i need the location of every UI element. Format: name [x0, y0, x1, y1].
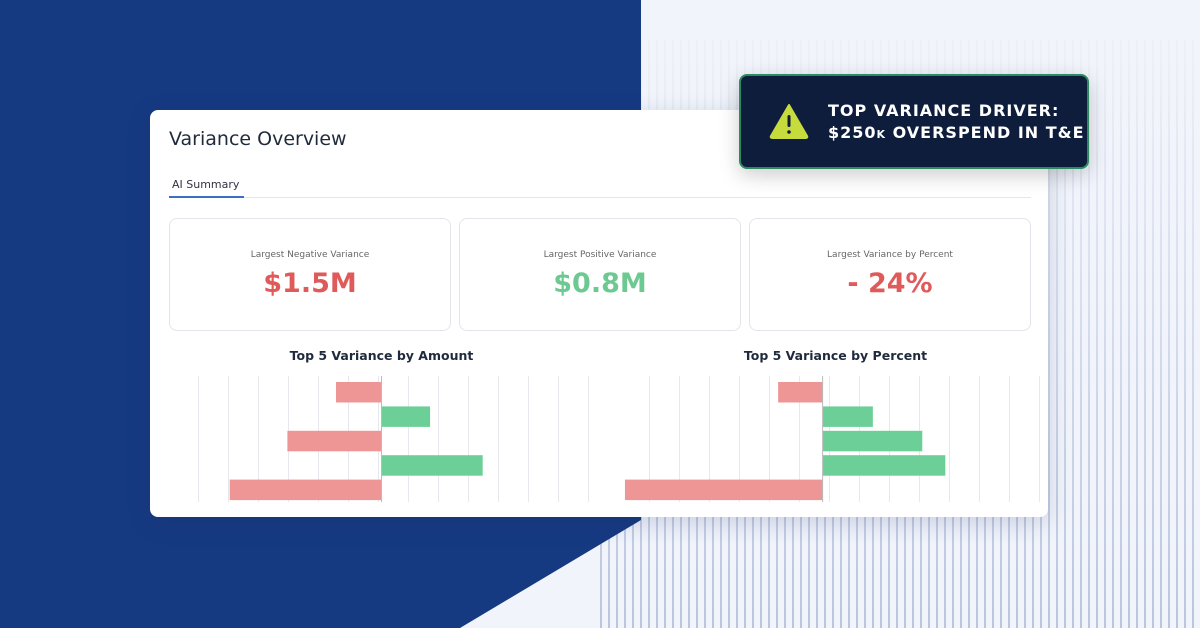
callout-line: TOP VARIANCE DRIVER: — [828, 101, 1060, 120]
bar — [229, 479, 382, 501]
kpi-label: Largest Variance by Percent — [827, 250, 953, 260]
chart-title: Top 5 Variance by Amount — [289, 348, 474, 363]
card: Variance Overview AI Summary Largest Neg… — [150, 110, 1048, 517]
chart — [624, 376, 946, 502]
kpi-value: $0.8M — [553, 268, 647, 299]
bar — [335, 382, 382, 403]
warning-icon — [769, 104, 809, 139]
bar — [778, 382, 823, 403]
bar — [624, 479, 823, 501]
bar — [381, 406, 431, 427]
kpi-card: Largest Variance by Percent - 24% — [749, 218, 1031, 331]
bar — [822, 455, 946, 476]
kpi-card: Largest Negative Variance $1.5M — [169, 218, 451, 331]
kpi-card: Largest Positive Variance $0.8M — [459, 218, 741, 331]
callout-line: $250k OVERSPEND IN T&E — [828, 123, 1085, 142]
kpi-label: Largest Positive Variance — [543, 250, 657, 260]
tab[interactable]: AI Summary — [172, 178, 240, 191]
kpi-value: $1.5M — [263, 268, 357, 299]
tab-underline — [169, 196, 244, 198]
chart-title: Top 5 Variance by Percent — [743, 348, 928, 363]
bar — [381, 455, 483, 476]
kpi-value: - 24% — [847, 268, 933, 299]
tab-rule — [169, 197, 1031, 198]
bar — [822, 430, 923, 452]
bar — [822, 406, 873, 427]
callout: TOP VARIANCE DRIVER: $250k OVERSPEND IN T… — [739, 74, 1089, 169]
card-title: Variance Overview — [169, 128, 347, 150]
bar — [287, 430, 382, 452]
kpi-label: Largest Negative Variance — [250, 250, 370, 260]
chart — [229, 376, 483, 502]
